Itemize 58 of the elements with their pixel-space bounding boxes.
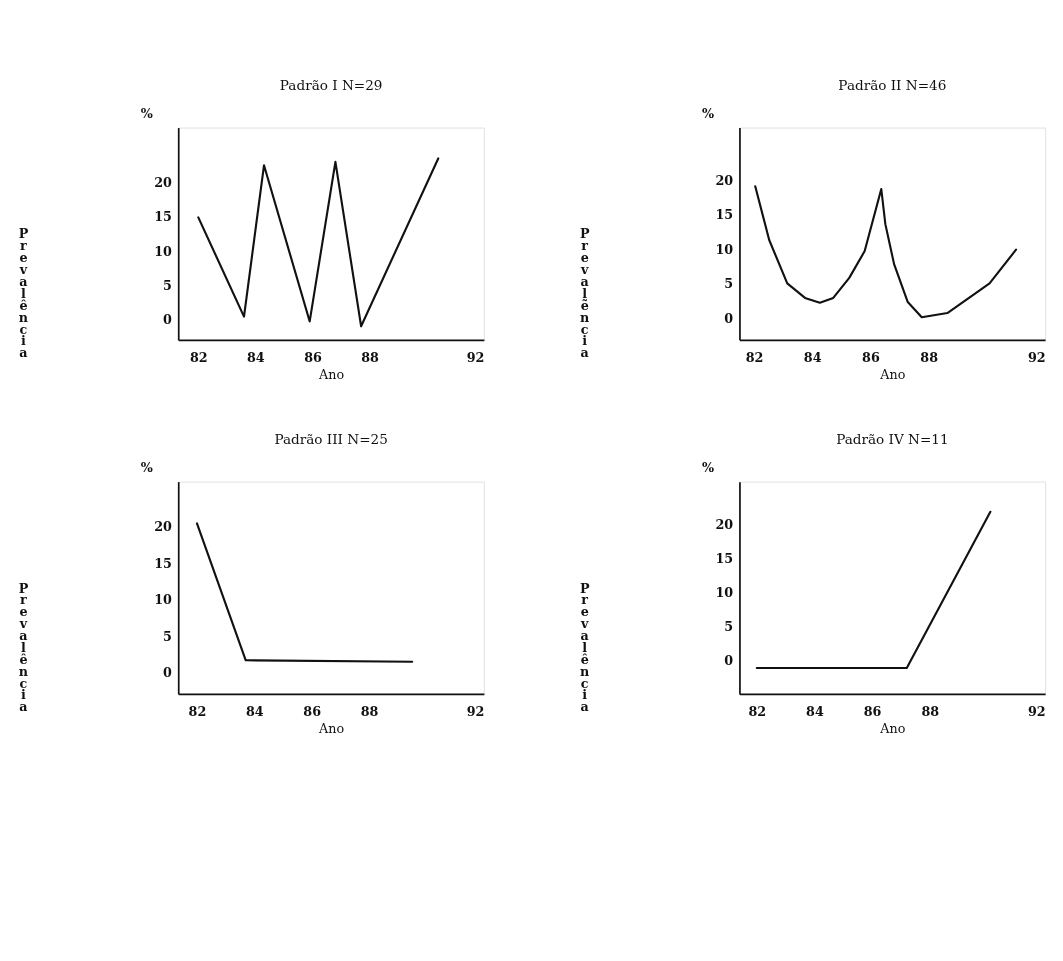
x-tick-label: 84: [247, 350, 265, 366]
x-axis-title: Ano: [879, 366, 906, 382]
text: Prevalẽncia: [579, 226, 590, 361]
x-tick-label: 88: [921, 704, 940, 720]
chart-title: Padrão II N=46: [838, 77, 947, 94]
y-tick-label: 20: [154, 175, 173, 191]
x-tick-label: 92: [466, 350, 485, 366]
y-tick-label: 0: [163, 312, 173, 328]
x-tick-label: 82: [748, 704, 767, 720]
x-tick-label: 88: [920, 350, 939, 366]
x-axis-title: Ano: [879, 720, 906, 736]
x-tick-label: 88: [361, 350, 380, 366]
y-tick-label: 5: [724, 619, 734, 635]
text: Prevalência: [579, 580, 590, 715]
y-tick-label: 10: [715, 584, 734, 600]
y-tick-label: 15: [154, 555, 172, 571]
x-tick-label: 88: [360, 704, 379, 720]
text: Prevalência: [18, 580, 29, 715]
text: %: [701, 106, 715, 122]
x-tick-label: 82: [188, 704, 207, 720]
x-tick-label: 82: [189, 350, 208, 366]
x-tick-label: 86: [863, 704, 882, 720]
y-tick-label: 20: [154, 519, 173, 535]
x-tick-label: 84: [803, 350, 822, 366]
y-tick-label: 15: [715, 550, 734, 566]
x-tick-label: 92: [1027, 350, 1046, 366]
y-tick-label: 10: [154, 592, 173, 608]
x-tick-label: 82: [745, 350, 764, 366]
y-tick-label: 0: [724, 653, 734, 669]
x-tick-label: 86: [862, 350, 880, 366]
x-tick-label: 92: [1027, 704, 1046, 720]
y-tick-label: 5: [724, 276, 734, 292]
y-tick-label: 10: [715, 241, 734, 257]
chart-title: Padrão III N=25: [274, 431, 388, 448]
x-axis-title: Ano: [318, 720, 345, 736]
y-tick-label: 15: [715, 207, 734, 223]
x-tick-label: 92: [466, 704, 485, 720]
y-tick-label: 0: [724, 310, 734, 326]
y-tick-label: 0: [163, 665, 173, 681]
y-tick-label: 15: [154, 209, 172, 225]
y-tick-label: 20: [715, 516, 734, 532]
chart-title: Padrão I N=29: [279, 77, 383, 94]
x-tick-label: 84: [245, 704, 264, 720]
x-tick-label: 86: [303, 704, 322, 720]
text: %: [701, 460, 715, 476]
x-axis-title: Ano: [318, 366, 345, 382]
text: Prevalência: [18, 226, 29, 361]
x-tick-label: 84: [806, 704, 824, 720]
y-tick-label: 5: [163, 628, 172, 644]
text: %: [140, 460, 153, 476]
chart-title: Padrão IV N=11: [836, 431, 949, 448]
line-series: [197, 157, 440, 328]
y-tick-label: 10: [154, 243, 173, 259]
x-tick-label: 86: [304, 350, 322, 366]
y-tick-label: 5: [163, 277, 172, 293]
y-tick-label: 20: [715, 172, 734, 188]
line-series: [754, 185, 1018, 319]
text: %: [140, 106, 153, 122]
